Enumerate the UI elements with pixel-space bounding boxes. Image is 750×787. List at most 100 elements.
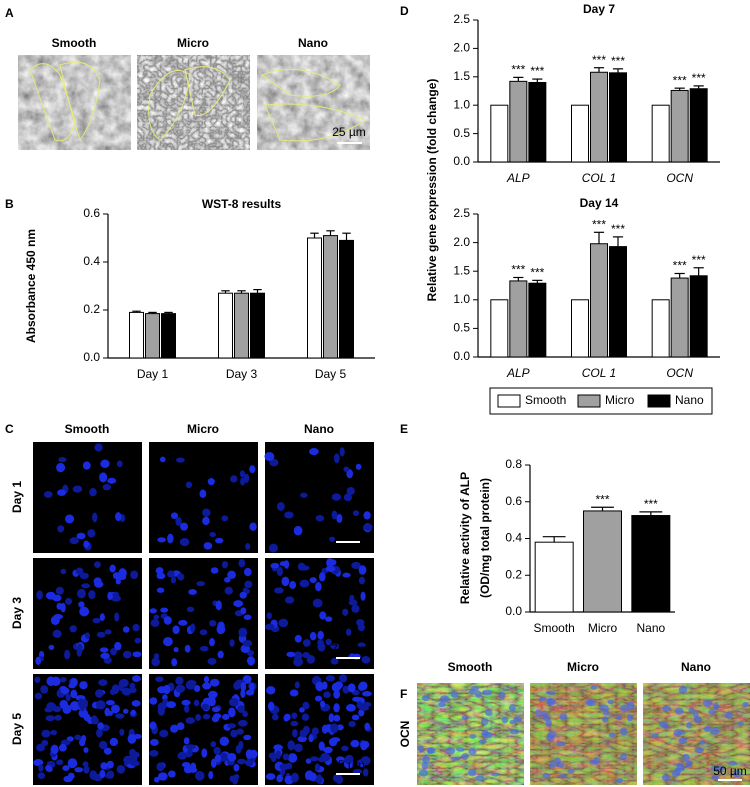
significance-label: ***: [673, 73, 687, 87]
nucleus: [224, 586, 233, 595]
nucleus: [421, 761, 428, 770]
nucleus: [107, 710, 114, 716]
nucleus: [469, 734, 477, 739]
nucleus: [176, 722, 185, 731]
y-tick-label: 2.0: [453, 41, 470, 55]
bar: [689, 88, 708, 163]
row-label: Day 1: [10, 481, 24, 513]
nucleus: [107, 477, 117, 484]
nucleus: [320, 700, 326, 708]
nucleus: [45, 764, 52, 772]
legend-box: [489, 387, 713, 415]
scale-bar-label: 75 µm: [331, 526, 365, 540]
nucleus: [364, 722, 371, 731]
nucleus: [265, 773, 276, 780]
nucleus: [74, 767, 84, 773]
nucleus: [293, 525, 303, 536]
nucleus: [346, 469, 353, 479]
nucleus: [685, 760, 693, 768]
nucleus: [438, 702, 446, 708]
nucleus: [121, 687, 132, 696]
y-tick-label: 1.0: [453, 292, 470, 306]
nucleus: [702, 699, 713, 708]
nucleus: [94, 443, 103, 452]
nucleus: [185, 717, 196, 724]
nucleus: [109, 737, 119, 747]
nucleus: [293, 651, 303, 660]
nucleus: [88, 590, 96, 600]
bar: [609, 246, 627, 358]
nucleus: [661, 774, 671, 781]
nucleus: [211, 715, 220, 723]
nucleus: [93, 717, 99, 725]
nucleus: [279, 561, 288, 567]
nucleus: [62, 765, 70, 771]
legend-swatch: [497, 394, 521, 408]
nucleus: [549, 760, 556, 769]
nucleus: [130, 709, 136, 716]
nucleus: [290, 720, 299, 727]
y-tick-label: 1.5: [453, 69, 470, 83]
nucleus: [546, 698, 557, 706]
nucleus: [99, 472, 108, 483]
y-tick-label: 0.0: [453, 349, 470, 363]
nucleus: [289, 689, 299, 697]
nucleus: [330, 657, 339, 665]
nucleus: [60, 568, 67, 575]
nucleus: [209, 637, 215, 647]
nucleus: [346, 486, 355, 496]
nucleus: [34, 676, 41, 683]
nucleus: [100, 762, 108, 770]
y-tick-label: 0.5: [453, 321, 470, 335]
y-axis-label: Relative gene expression (fold change): [425, 79, 439, 302]
nucleus: [590, 685, 598, 690]
nucleus: [98, 740, 108, 750]
nucleus: [363, 511, 371, 520]
nucleus: [36, 590, 43, 600]
nucleus: [461, 715, 469, 720]
nucleus: [286, 651, 296, 657]
nucleus: [98, 679, 108, 687]
nucleus: [166, 701, 177, 709]
nucleus: [217, 650, 224, 659]
nucleus: [345, 628, 352, 636]
nucleus: [439, 695, 450, 703]
nucleus: [508, 704, 516, 712]
bar: [323, 235, 338, 359]
nucleus: [122, 708, 129, 714]
nucleus: [99, 613, 105, 622]
nucleus: [190, 623, 196, 633]
y-tick-label: 0.4: [505, 531, 522, 545]
y-axis-label: Relative activity of ALP: [458, 472, 472, 604]
nucleus: [150, 619, 160, 627]
scale-bar-label: 75 µm: [331, 642, 365, 656]
panel-label: A: [5, 6, 14, 20]
nucleus: [328, 737, 338, 747]
image-header: Micro: [567, 660, 599, 674]
image-header: Smooth: [65, 422, 110, 436]
panel-label: B: [5, 197, 14, 211]
bar: [145, 313, 160, 359]
nucleus: [333, 714, 341, 722]
cell-outline: [148, 70, 191, 141]
nucleus: [360, 591, 366, 601]
nucleus: [725, 711, 733, 719]
nucleus: [186, 679, 197, 686]
nucleus: [107, 591, 113, 601]
nucleus: [94, 561, 101, 568]
nucleus: [450, 690, 459, 698]
nucleus: [268, 543, 278, 553]
nucleus: [619, 704, 630, 712]
nucleus: [171, 658, 178, 667]
nucleus: [626, 713, 634, 722]
nucleus: [68, 683, 76, 689]
nucleus: [742, 701, 749, 708]
nucleus: [270, 562, 280, 569]
image-header: Micro: [177, 36, 209, 50]
nucleus: [545, 690, 556, 695]
nucleus: [264, 623, 275, 631]
nucleus: [283, 714, 289, 722]
cell-outline: [260, 68, 341, 97]
nucleus: [83, 713, 91, 722]
nucleus: [132, 675, 141, 683]
